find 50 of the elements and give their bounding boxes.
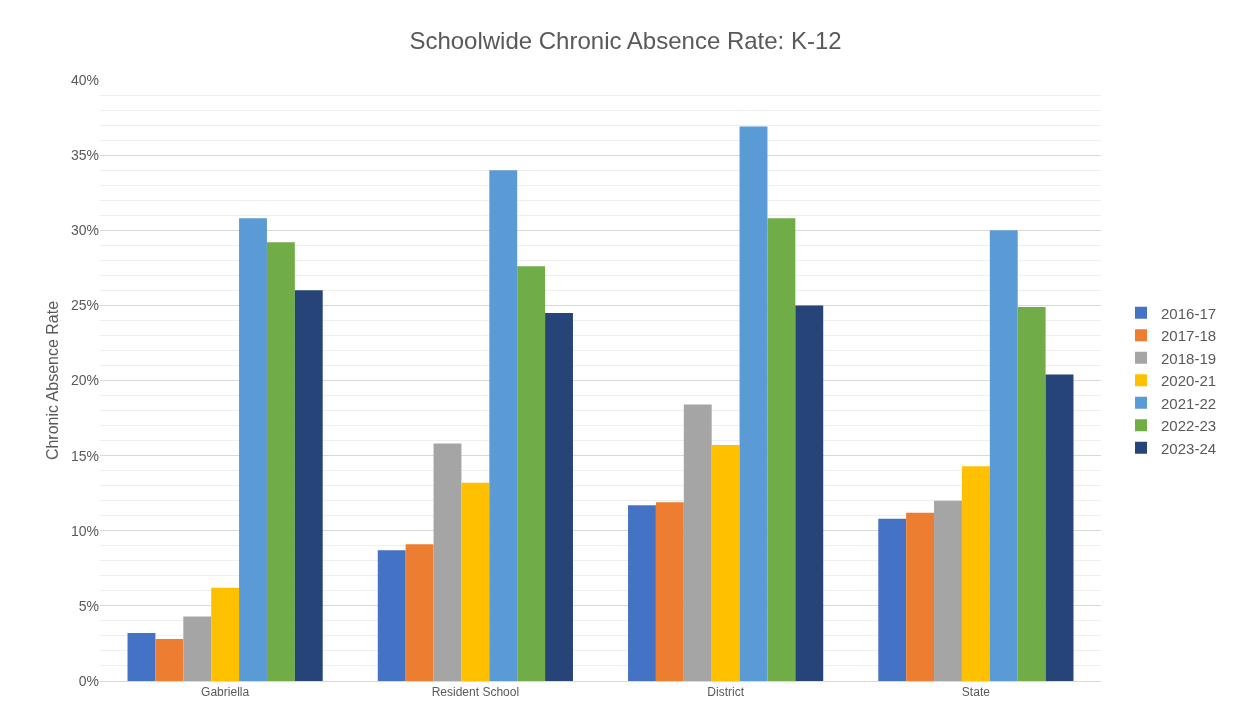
legend-label: 2018-19 [1161,349,1217,367]
bar [517,266,546,681]
bar [461,482,490,681]
bar [628,505,656,681]
bar [545,312,573,681]
bar [433,443,462,681]
legend-label: 2021-22 [1161,394,1217,412]
bar [989,230,1018,681]
x-tick-label: Resident School [431,685,520,700]
bar [183,616,212,681]
y-tick-label: 30% [70,222,99,239]
y-axis-title: Chronic Absence Rate [44,300,61,461]
bar [211,587,240,681]
bar [961,466,990,681]
y-tick-label: 40% [70,71,99,88]
bar [655,502,684,681]
bar [377,550,406,681]
bar [294,290,323,681]
bar [1017,306,1046,681]
legend-label: 2017-18 [1161,327,1217,345]
y-tick-label: 25% [70,297,99,314]
bar [739,126,768,681]
bar [878,518,907,681]
bar [127,632,156,681]
bar [155,638,184,681]
bar [906,512,935,681]
y-tick-label: 10% [70,522,99,539]
bar [767,218,796,681]
bar [795,305,824,681]
y-tick-label: 5% [78,597,99,614]
bar [711,445,740,681]
y-tick-label: 0% [78,672,99,689]
x-tick-label: State [961,685,991,700]
y-tick-label: 20% [70,372,99,389]
y-tick-label: 15% [70,447,99,464]
legend-label: 2016-17 [1161,304,1217,322]
x-tick-label: Gabriella [201,685,250,700]
bar [1045,374,1074,681]
bar [266,242,295,681]
x-tick-label: District [707,685,745,700]
chart-title: Schoolwide Chronic Absence Rate: K-12 [409,27,842,55]
y-tick-label: 35% [70,147,99,164]
bar [683,404,712,681]
bar [239,218,267,681]
bar [934,500,962,681]
legend-label: 2022-23 [1161,417,1217,435]
bar [489,170,518,681]
legend-label: 2020-21 [1161,372,1217,390]
bar [405,544,434,681]
legend-label: 2023-24 [1161,439,1217,457]
